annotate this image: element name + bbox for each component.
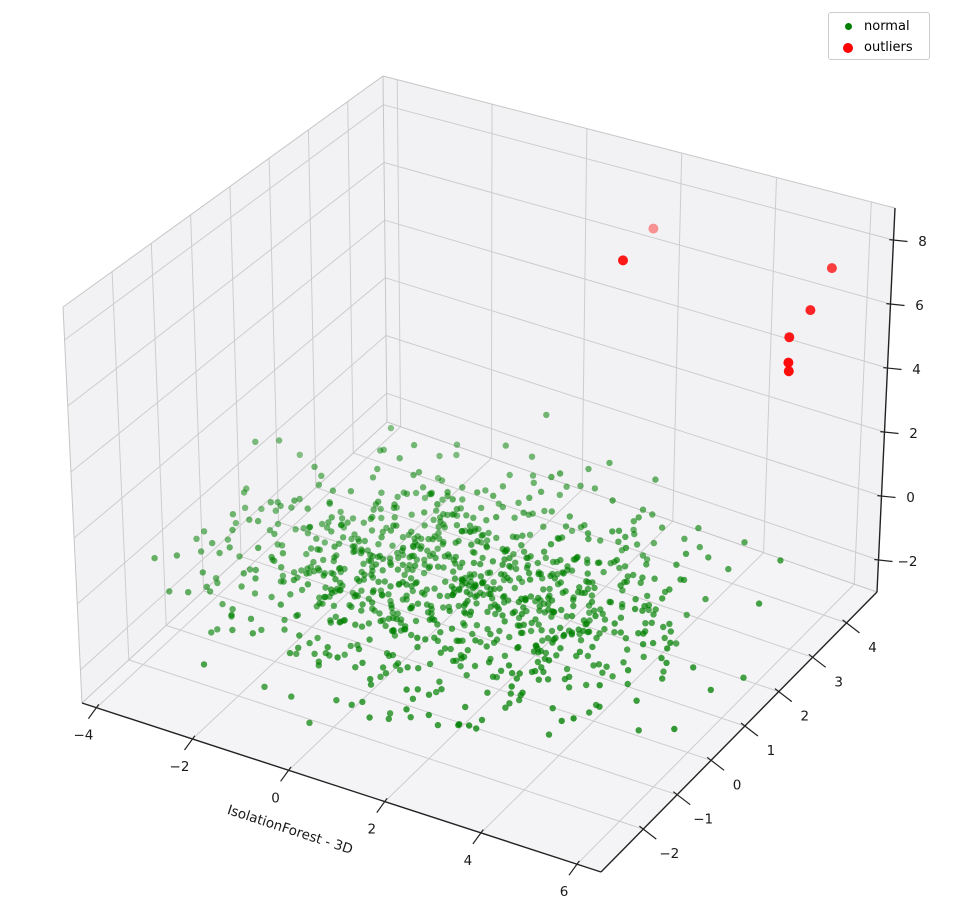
svg-text:0: 0 bbox=[733, 777, 742, 793]
legend-marker-normal-icon bbox=[844, 23, 852, 30]
svg-text:−4: −4 bbox=[73, 728, 93, 744]
svg-text:1: 1 bbox=[767, 743, 776, 759]
svg-text:4: 4 bbox=[912, 362, 921, 378]
svg-text:6: 6 bbox=[915, 298, 924, 314]
svg-text:2: 2 bbox=[368, 822, 377, 838]
legend-label-normal: normal bbox=[864, 19, 910, 34]
svg-text:4: 4 bbox=[868, 640, 877, 656]
legend-item-outliers: outliers bbox=[829, 37, 929, 58]
svg-text:0: 0 bbox=[906, 490, 915, 506]
svg-text:−2: −2 bbox=[659, 846, 679, 862]
svg-text:−1: −1 bbox=[693, 812, 713, 828]
legend-item-normal: normal bbox=[829, 16, 929, 37]
legend-marker-slot bbox=[841, 42, 855, 53]
svg-text:6: 6 bbox=[560, 884, 569, 900]
legend-marker-slot bbox=[841, 23, 855, 30]
legend-box: normal outliers bbox=[828, 12, 930, 60]
legend-label-outliers: outliers bbox=[864, 40, 913, 55]
svg-text:3: 3 bbox=[834, 674, 843, 690]
svg-text:4: 4 bbox=[464, 853, 473, 869]
svg-text:8: 8 bbox=[918, 234, 927, 250]
svg-text:2: 2 bbox=[801, 709, 810, 725]
svg-text:−2: −2 bbox=[898, 554, 918, 570]
legend-marker-outliers-icon bbox=[843, 42, 853, 53]
svg-text:−2: −2 bbox=[170, 759, 190, 775]
svg-text:2: 2 bbox=[909, 426, 918, 442]
svg-text:0: 0 bbox=[271, 790, 280, 806]
